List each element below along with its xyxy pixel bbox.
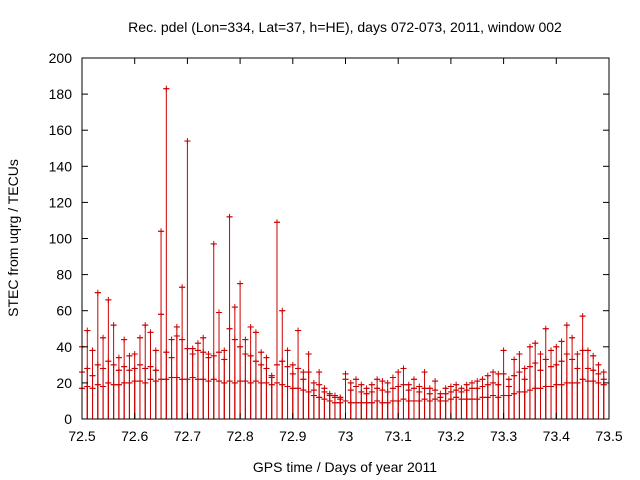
x-axis-label: GPS time / Days of year 2011	[253, 459, 437, 475]
x-tick-label: 72.8	[226, 428, 253, 444]
x-tick-label: 72.6	[121, 428, 148, 444]
y-tick-label: 80	[56, 267, 72, 283]
y-tick-label: 200	[49, 50, 73, 66]
x-tick-label: 72.7	[174, 428, 201, 444]
y-axis-label: STEC from uqrg / TECUs	[5, 159, 21, 317]
y-tick-label: 140	[49, 158, 73, 174]
x-tick-label: 73.5	[595, 428, 622, 444]
x-tick-label: 73.2	[437, 428, 464, 444]
x-tick-label: 73.4	[543, 428, 570, 444]
y-tick-label: 60	[56, 303, 72, 319]
y-tick-label: 100	[49, 231, 73, 247]
y-tick-label: 40	[56, 339, 72, 355]
y-axis: 0 20 40 60 80 100 120 140 160 180 200	[49, 50, 609, 427]
chart-title: Rec. pdel (Lon=334, Lat=37, h=HE), days …	[128, 19, 562, 35]
data-marks	[79, 85, 607, 419]
y-tick-label: 160	[49, 122, 73, 138]
y-tick-label: 180	[49, 86, 73, 102]
y-tick-label: 120	[49, 194, 73, 210]
x-tick-label: 72.9	[279, 428, 306, 444]
y-tick-label: 20	[56, 375, 72, 391]
y-tick-label: 0	[64, 411, 72, 427]
x-tick-label: 73.1	[385, 428, 412, 444]
x-tick-label: 72.5	[68, 428, 95, 444]
x-axis: 72.5 72.6 72.7 72.8 72.9 73 73.1 73.2 73.3 73.4 73…	[68, 58, 623, 444]
x-tick-label: 73.3	[490, 428, 517, 444]
x-tick-label: 73	[338, 428, 354, 444]
